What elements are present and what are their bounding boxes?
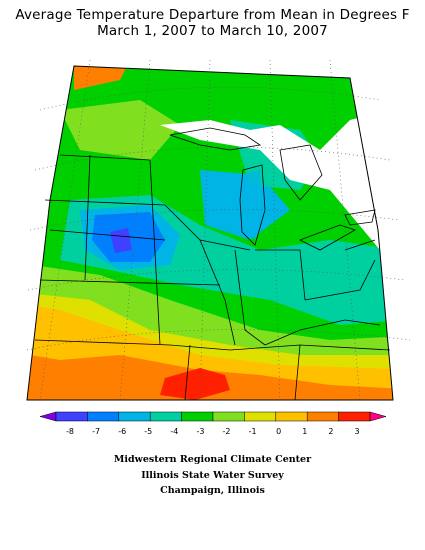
legend-tick-label: -5 bbox=[144, 427, 152, 436]
legend-color-swatch bbox=[306, 411, 339, 422]
legend-color-swatch bbox=[87, 411, 120, 422]
legend-color-swatch bbox=[338, 411, 371, 422]
legend-tick-label: 3 bbox=[354, 427, 359, 436]
legend-tick-label: -4 bbox=[170, 427, 178, 436]
legend-tick-label: 0 bbox=[276, 427, 281, 436]
graticule bbox=[26, 59, 411, 401]
credit-line3: Champaign, Illinois bbox=[160, 485, 265, 496]
map-title-line2: March 1, 2007 to March 10, 2007 bbox=[97, 23, 328, 39]
legend-color-swatch bbox=[149, 411, 182, 422]
legend-tick-label: -2 bbox=[223, 427, 231, 436]
legend-tick-label: -3 bbox=[196, 427, 204, 436]
legend-color-swatch bbox=[118, 411, 151, 422]
legend-tick-label: -8 bbox=[66, 427, 74, 436]
legend-tick-label: 1 bbox=[302, 427, 307, 436]
legend-tick-label: -1 bbox=[249, 427, 257, 436]
state-boundaries bbox=[34, 154, 391, 401]
legend-tick-label: 2 bbox=[328, 427, 333, 436]
great-lakes-outlines bbox=[169, 127, 376, 251]
legend-color-swatch bbox=[244, 411, 277, 422]
legend-tick-label: -7 bbox=[92, 427, 100, 436]
legend-arrow-high bbox=[369, 411, 387, 422]
legend-color-swatch bbox=[55, 411, 88, 422]
legend-tick-label: -6 bbox=[118, 427, 126, 436]
credit-line1: Midwestern Regional Climate Center bbox=[113, 454, 312, 465]
legend-color-swatch bbox=[181, 411, 214, 422]
legend-color-swatch bbox=[275, 411, 308, 422]
legend-arrow-low bbox=[39, 411, 57, 422]
map-title-line1: Average Temperature Departure from Mean … bbox=[15, 7, 410, 23]
credit-line2: Illinois State Water Survey bbox=[141, 470, 284, 481]
legend-color-swatch bbox=[212, 411, 245, 422]
